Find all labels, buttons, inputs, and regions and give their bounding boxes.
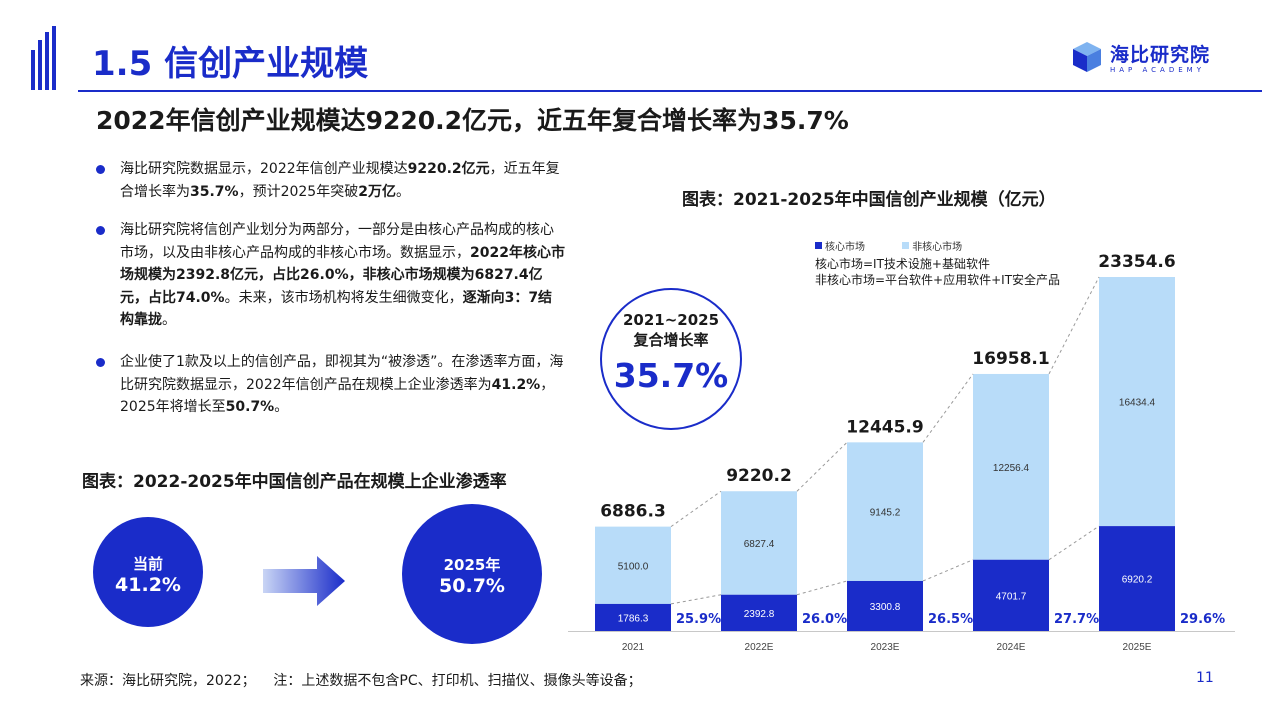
slide-subtitle: 2022年信创产业规模达9220.2亿元，近五年复合增长率为35.7% [96,106,849,135]
bullet-1: 海比研究院数据显示，2022年信创产业规模达9220.2亿元，近五年复合增长率为… [96,158,566,203]
cagr-period: 2021~2025 [622,311,720,329]
header-deco-bar-4 [52,26,56,90]
bullet-text: 海比研究院数据显示，2022年信创产业规模达9220.2亿元，近五年复合增长率为… [120,161,560,200]
chart-legend: 核心市场 非核心市场 [815,238,996,253]
bar-core-2021 [595,603,671,631]
bullet-2: 海比研究院将信创产业划分为两部分，一部分是由核心产品构成的核心市场，以及由非核心… [96,219,566,332]
future-penetration-value: 50.7% [439,575,505,597]
bar-noncore-2024E [973,373,1049,560]
legend-note-noncore: 非核心市场=平台软件+应用软件+IT安全产品 [815,273,1061,287]
total-value-label: 23354.6 [1098,252,1175,272]
bullet-text: 海比研究院将信创产业划分为两部分，一部分是由核心产品构成的核心市场，以及由非核心… [120,222,565,328]
bar-noncore-2025E [1099,277,1175,527]
market-size-chart-title: 图表：2021-2025年中国信创产业规模（亿元） [682,190,1056,210]
bullet-dot-icon [96,226,105,235]
core-trend-connector [670,594,722,605]
x-tick-label: 2024E [997,642,1026,653]
bar-noncore-2022E [721,491,797,595]
core-share-label: 26.0% [802,612,847,627]
header-divider [78,90,1262,92]
core-value-label: 4701.7 [996,591,1027,602]
current-penetration-value: 41.2% [115,574,181,596]
bullet-dot-icon [96,358,105,367]
future-penetration-circle: 2025年 50.7% [402,504,542,644]
growth-arrow-icon [263,556,345,606]
legend-swatch-core [815,242,822,249]
core-share-label: 26.5% [928,612,973,627]
noncore-value-label: 12256.4 [993,463,1030,474]
cagr-value: 35.7% [613,356,729,395]
noncore-value-label: 16434.4 [1119,398,1156,409]
x-tick-label: 2022E [745,642,774,653]
total-value-label: 9220.2 [726,466,792,486]
core-trend-connector [922,559,974,582]
bar-core-2025E [1099,526,1175,631]
core-share-label: 25.9% [676,612,721,627]
legend-note-core: 核心市场=IT技术设施+基础软件 [815,257,990,271]
current-penetration-circle: 当前 41.2% [93,517,203,627]
page-number: 11 [1196,670,1214,686]
cagr-label: 复合增长率 [633,331,709,349]
bar-core-2023E [847,580,923,631]
legend-label-noncore: 非核心市场 [912,242,963,253]
bar-core-2022E [721,594,797,631]
x-tick-label: 2021 [622,642,645,653]
source-note: 来源：海比研究院，2022； 注：上述数据不包含PC、打印机、扫描仪、摄像头等设… [80,673,642,689]
core-value-label: 6920.2 [1122,575,1153,586]
total-trend-connector [922,373,974,443]
noncore-value-label: 9145.2 [870,508,901,519]
header-deco-bar-3 [45,32,49,90]
core-trend-connector [796,580,848,596]
page-title: 1.5 信创产业规模 [92,44,369,84]
x-tick-label: 2025E [1123,642,1152,653]
logo-subtext: HAP ACADEMY [1110,66,1205,74]
noncore-value-label: 5100.0 [618,561,649,572]
current-penetration-label: 当前 [132,555,163,573]
logo-cube-icon [1073,42,1101,72]
x-tick-label: 2023E [871,642,900,653]
core-value-label: 1786.3 [618,613,649,624]
total-trend-connector [796,441,848,492]
header-deco-bar-1 [31,50,35,90]
total-value-label: 12445.9 [846,417,923,437]
logo-text: 海比研究院 [1110,44,1211,66]
cagr-badge: 2021~2025 复合增长率 35.7% [600,288,742,430]
bullet-3: 企业使了1款及以上的信创产品，即视其为“被渗透”。在渗透率方面，海比研究院数据显… [96,351,566,419]
total-value-label: 6886.3 [600,502,666,522]
future-penetration-label: 2025年 [443,556,501,574]
total-value-label: 16958.1 [972,349,1049,369]
noncore-value-label: 6827.4 [744,539,775,550]
core-value-label: 3300.8 [870,602,901,613]
core-share-label: 27.7% [1054,612,1099,627]
bar-noncore-2021 [595,526,671,604]
total-trend-connector [1048,276,1100,375]
bar-core-2024E [973,559,1049,631]
core-share-label: 29.6% [1180,612,1225,627]
core-trend-connector [1048,525,1100,561]
legend-item-core: 核心市场 [815,242,865,253]
header-deco-bar-2 [38,40,42,90]
legend-label-core: 核心市场 [825,242,865,253]
penetration-chart-title: 图表：2022-2025年中国信创产品在规模上企业渗透率 [82,472,507,492]
legend-swatch-noncore [902,242,910,249]
bar-noncore-2023E [847,442,923,581]
bullet-dot-icon [96,165,105,174]
core-value-label: 2392.8 [744,609,775,620]
legend-item-noncore: 非核心市场 [902,242,962,253]
total-trend-connector [670,490,722,528]
bullet-text: 企业使了1款及以上的信创产品，即视其为“被渗透”。在渗透率方面，海比研究院数据显… [120,354,564,415]
